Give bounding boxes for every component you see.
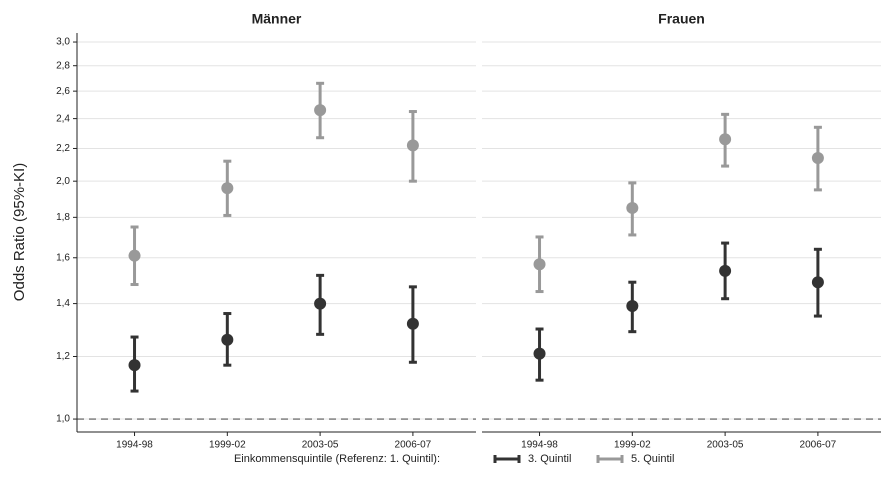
x-tick-label: 1994-98 bbox=[116, 440, 153, 451]
point bbox=[533, 347, 546, 360]
point bbox=[811, 276, 824, 289]
point bbox=[406, 139, 419, 152]
y-tick-label: 2,4 bbox=[56, 113, 70, 124]
point bbox=[533, 258, 546, 271]
panel-title: Frauen bbox=[658, 11, 705, 27]
point bbox=[221, 182, 234, 195]
point bbox=[314, 104, 327, 117]
legend-marker bbox=[493, 455, 521, 463]
point bbox=[719, 264, 732, 277]
point bbox=[626, 201, 639, 214]
point bbox=[406, 317, 419, 330]
y-tick-label: 1,0 bbox=[56, 414, 70, 425]
point bbox=[719, 133, 732, 146]
legend-label: 5. Quintil bbox=[631, 453, 674, 465]
point bbox=[128, 359, 141, 372]
x-tick-label: 1994-98 bbox=[521, 440, 558, 451]
point bbox=[314, 297, 327, 310]
x-tick-label: 1999-02 bbox=[614, 440, 651, 451]
y-tick-label: 2,8 bbox=[56, 60, 70, 71]
y-tick-label: 1,2 bbox=[56, 351, 70, 362]
x-tick-label: 2006-07 bbox=[395, 440, 432, 451]
y-tick-label: 1,6 bbox=[56, 252, 70, 263]
point bbox=[626, 300, 639, 313]
legend-label: 3. Quintil bbox=[528, 453, 571, 465]
point bbox=[221, 333, 234, 346]
x-tick-label: 2006-07 bbox=[800, 440, 837, 451]
y-tick-label: 1,8 bbox=[56, 212, 70, 223]
legend-marker bbox=[596, 455, 624, 463]
y-tick-label: 2,6 bbox=[56, 86, 70, 97]
legend-title: Einkommensquintile (Referenz: 1. Quintil… bbox=[234, 453, 440, 465]
y-tick-label: 2,2 bbox=[56, 143, 70, 154]
point bbox=[128, 249, 141, 262]
panel-title: Männer bbox=[252, 11, 302, 27]
y-tick-label: 2,0 bbox=[56, 176, 70, 187]
x-tick-label: 1999-02 bbox=[209, 440, 246, 451]
y-tick-label: 1,4 bbox=[56, 298, 70, 309]
y-axis-label: Odds Ratio (95%-KI) bbox=[11, 163, 28, 301]
x-tick-label: 2003-05 bbox=[302, 440, 339, 451]
point bbox=[811, 151, 824, 164]
y-tick-label: 3,0 bbox=[56, 37, 70, 48]
x-tick-label: 2003-05 bbox=[707, 440, 744, 451]
